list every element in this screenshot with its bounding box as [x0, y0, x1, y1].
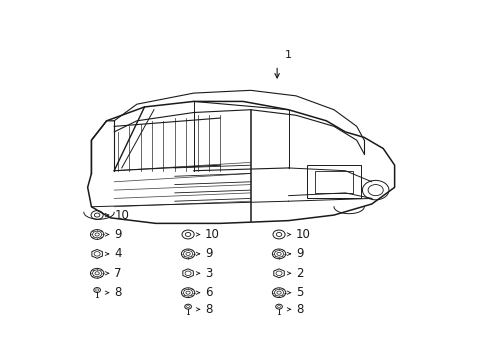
Circle shape	[275, 304, 282, 309]
Circle shape	[90, 269, 103, 278]
Polygon shape	[273, 269, 284, 278]
Circle shape	[272, 288, 285, 298]
Text: 9: 9	[296, 247, 303, 260]
Text: 10: 10	[296, 228, 310, 241]
Circle shape	[185, 233, 190, 237]
Circle shape	[276, 233, 281, 237]
Text: 9: 9	[205, 247, 212, 260]
Bar	[307, 165, 360, 198]
Circle shape	[181, 249, 194, 259]
Circle shape	[184, 304, 191, 309]
Circle shape	[94, 288, 100, 292]
Bar	[314, 171, 352, 193]
Text: 10: 10	[205, 228, 220, 241]
Text: 4: 4	[114, 247, 122, 260]
Circle shape	[272, 249, 285, 259]
Text: 1: 1	[284, 50, 291, 60]
Circle shape	[94, 213, 100, 217]
Text: 8: 8	[205, 303, 212, 316]
Text: 6: 6	[205, 286, 212, 299]
Text: 8: 8	[296, 303, 303, 316]
Text: 10: 10	[114, 208, 129, 221]
Text: 9: 9	[114, 228, 122, 241]
Text: 7: 7	[114, 267, 122, 280]
Circle shape	[181, 288, 194, 298]
Text: 2: 2	[296, 267, 303, 280]
Text: 3: 3	[205, 267, 212, 280]
Polygon shape	[92, 249, 102, 258]
Circle shape	[90, 230, 103, 239]
Text: 5: 5	[296, 286, 303, 299]
Polygon shape	[183, 269, 193, 278]
Text: 8: 8	[114, 286, 122, 299]
